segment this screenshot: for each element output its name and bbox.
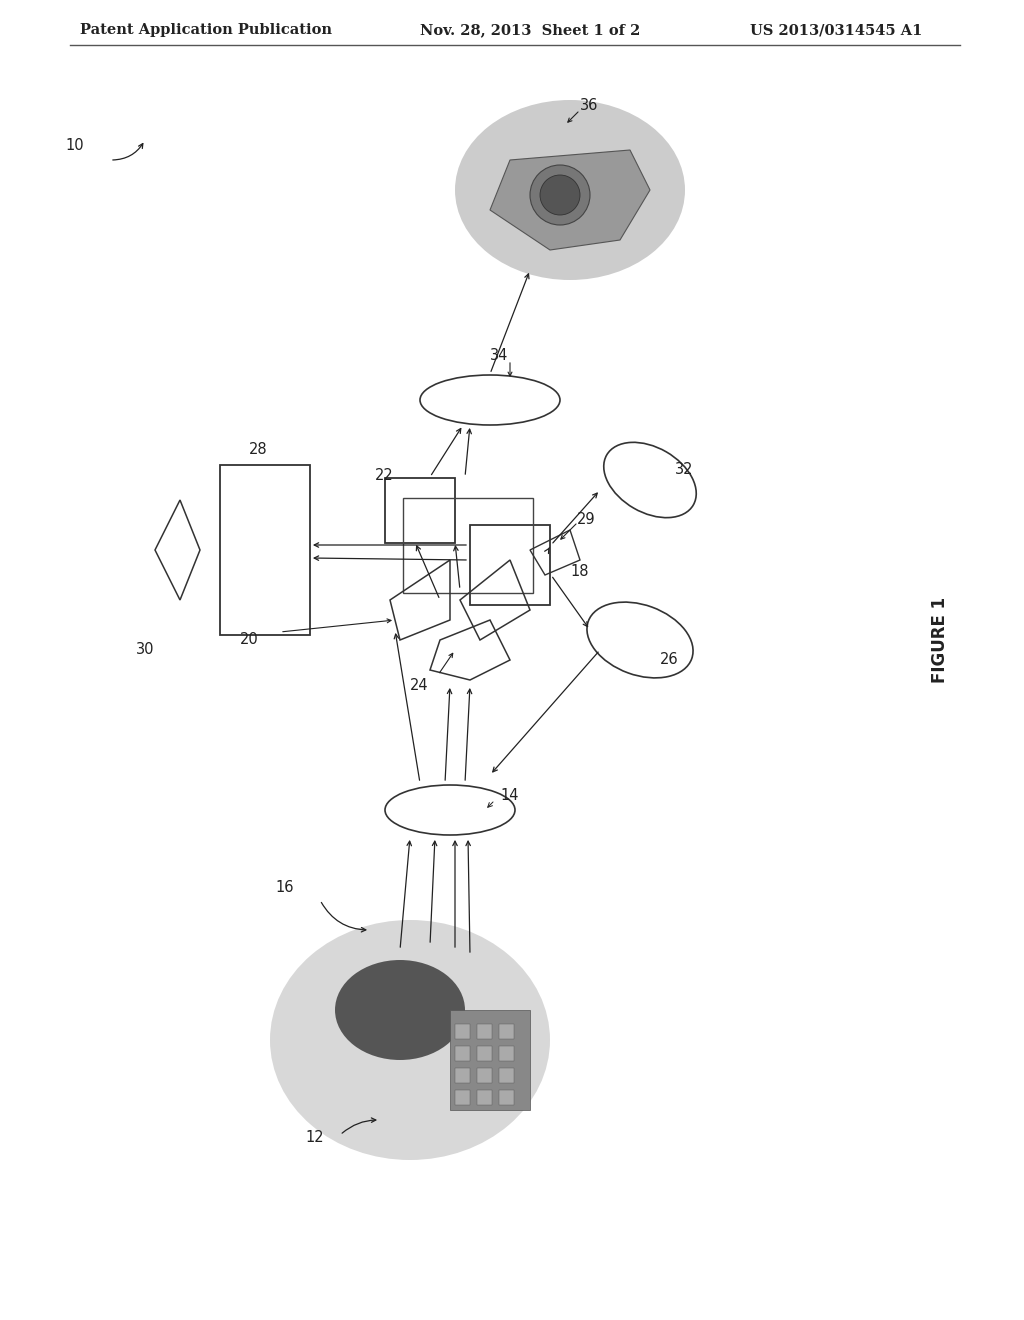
Bar bbox=[220, 465, 310, 635]
Circle shape bbox=[530, 165, 590, 224]
Ellipse shape bbox=[335, 960, 465, 1060]
Ellipse shape bbox=[455, 100, 685, 280]
Text: 29: 29 bbox=[577, 512, 596, 528]
Text: 36: 36 bbox=[580, 98, 598, 112]
Bar bbox=[455, 1024, 470, 1039]
Bar bbox=[455, 1090, 470, 1105]
Bar bbox=[499, 1045, 514, 1061]
Text: 28: 28 bbox=[249, 442, 267, 458]
Bar bbox=[385, 478, 455, 543]
Text: 20: 20 bbox=[240, 632, 259, 648]
Text: 30: 30 bbox=[136, 643, 155, 657]
Bar bbox=[477, 1090, 492, 1105]
Bar bbox=[450, 1010, 530, 1110]
Polygon shape bbox=[490, 150, 650, 249]
Text: FIGURE 1: FIGURE 1 bbox=[931, 597, 949, 682]
Text: 12: 12 bbox=[306, 1130, 325, 1144]
Text: 10: 10 bbox=[66, 137, 84, 153]
Bar bbox=[499, 1024, 514, 1039]
Text: 18: 18 bbox=[570, 565, 589, 579]
Text: Patent Application Publication: Patent Application Publication bbox=[80, 22, 332, 37]
Bar bbox=[455, 1068, 470, 1082]
Bar bbox=[499, 1090, 514, 1105]
Bar bbox=[403, 498, 534, 593]
Text: 14: 14 bbox=[500, 788, 518, 803]
Text: US 2013/0314545 A1: US 2013/0314545 A1 bbox=[750, 22, 923, 37]
Bar bbox=[455, 1045, 470, 1061]
Text: 16: 16 bbox=[275, 880, 294, 895]
Text: 22: 22 bbox=[375, 467, 394, 483]
Circle shape bbox=[540, 176, 580, 215]
Text: 34: 34 bbox=[490, 347, 508, 363]
Bar bbox=[477, 1024, 492, 1039]
Bar bbox=[470, 525, 550, 605]
Ellipse shape bbox=[270, 920, 550, 1160]
Text: 32: 32 bbox=[675, 462, 693, 478]
Bar bbox=[477, 1068, 492, 1082]
Bar bbox=[477, 1045, 492, 1061]
Text: 26: 26 bbox=[660, 652, 679, 668]
Text: 24: 24 bbox=[410, 677, 429, 693]
Text: Nov. 28, 2013  Sheet 1 of 2: Nov. 28, 2013 Sheet 1 of 2 bbox=[420, 22, 640, 37]
Bar bbox=[499, 1068, 514, 1082]
